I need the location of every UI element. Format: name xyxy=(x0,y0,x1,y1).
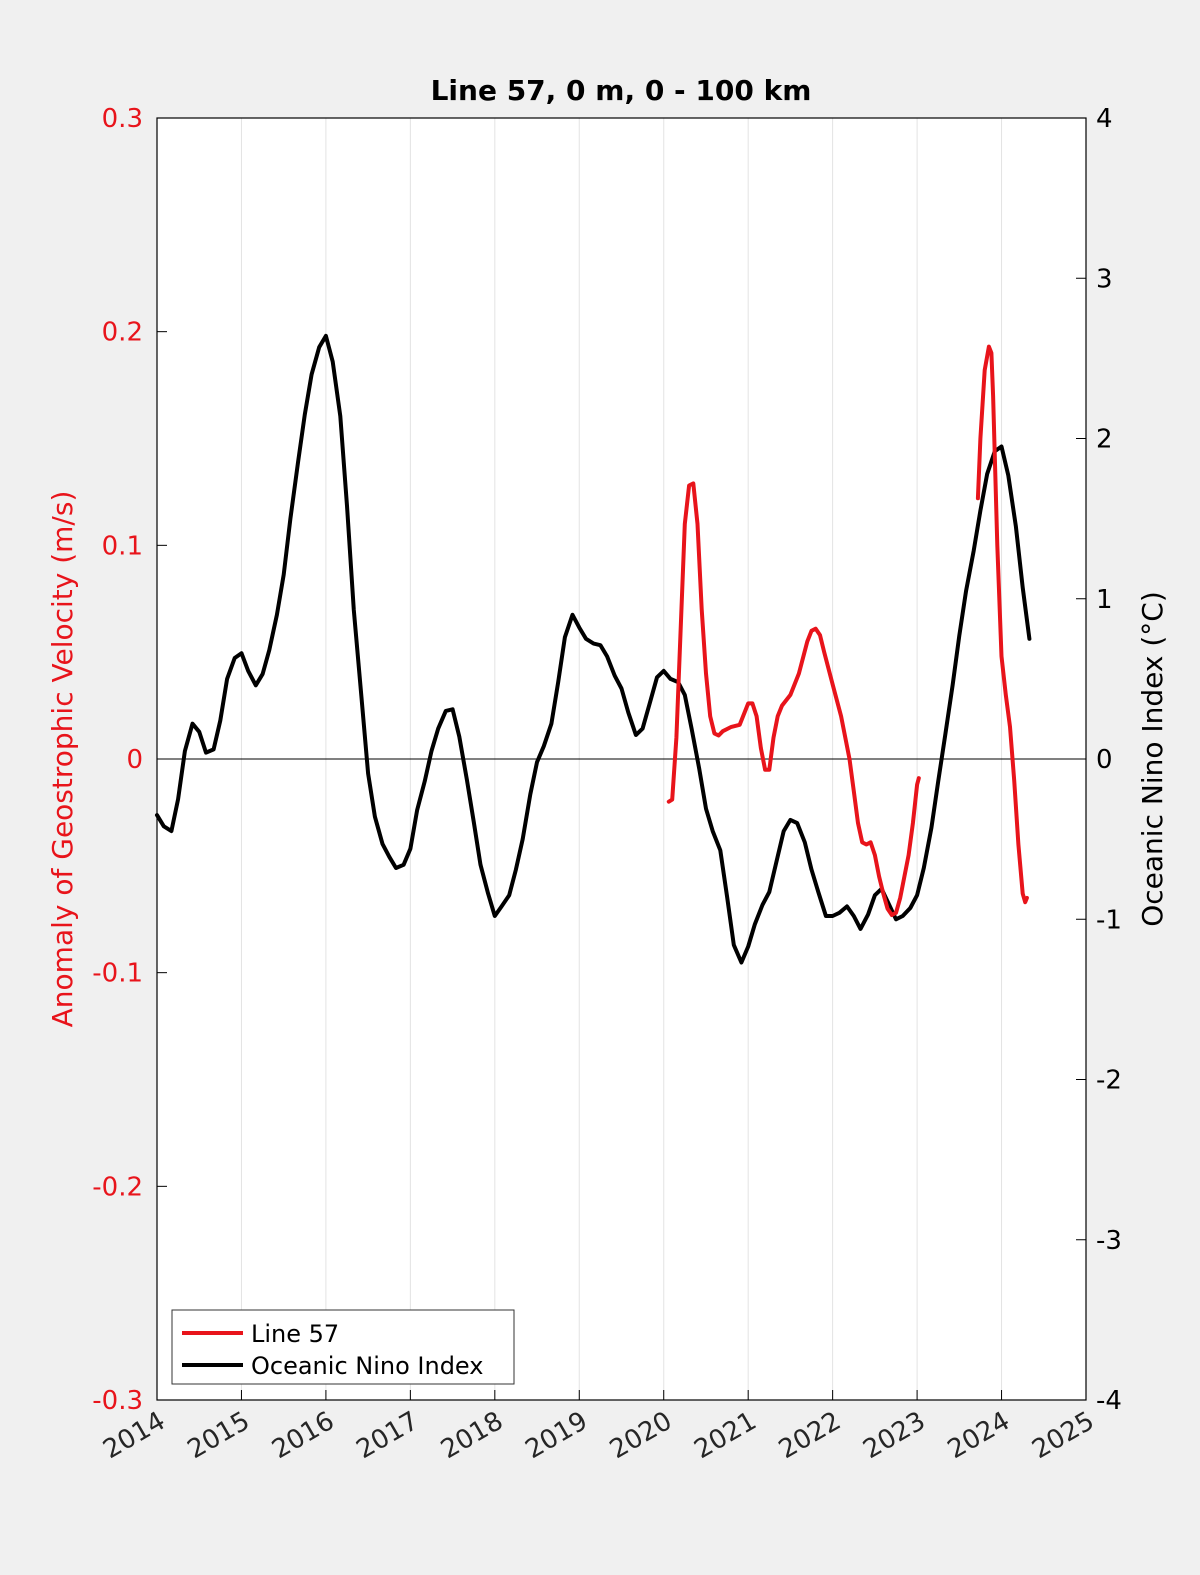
x-tick-label: 2018 xyxy=(436,1406,508,1465)
left-y-tick-label: -0.3 xyxy=(92,1386,143,1416)
x-tick-label: 2022 xyxy=(774,1406,846,1465)
legend-label-line-57: Line 57 xyxy=(251,1320,339,1348)
x-tick-label: 2016 xyxy=(267,1406,339,1465)
left-y-tick-label: -0.2 xyxy=(92,1172,143,1202)
right-y-tick-label: -3 xyxy=(1096,1226,1122,1256)
chart-title: Line 57, 0 m, 0 - 100 km xyxy=(431,74,812,107)
left-y-tick-label: 0.2 xyxy=(102,318,143,348)
left-y-tick-label: 0 xyxy=(126,745,143,775)
left-y-tick-label: 0.3 xyxy=(102,104,143,134)
right-y-tick-label: -1 xyxy=(1096,905,1122,935)
right-y-tick-label: 2 xyxy=(1096,425,1113,455)
x-tick-label: 2021 xyxy=(689,1406,761,1465)
tick-marks xyxy=(156,117,1087,1401)
legend-label-oni: Oceanic Nino Index xyxy=(251,1352,483,1380)
right-y-tick-label: -4 xyxy=(1096,1386,1122,1416)
series-layer xyxy=(155,333,1032,965)
series-line-line-57-segment-2 xyxy=(975,344,1029,905)
x-tick-label: 2024 xyxy=(943,1406,1015,1465)
x-tick-label: 2020 xyxy=(605,1406,677,1465)
right-axis-label: Oceanic Nino Index (°C) xyxy=(1136,591,1169,927)
right-y-tick-label: 4 xyxy=(1096,104,1113,134)
left-axis-label: Anomaly of Geostrophic Velocity (m/s) xyxy=(46,491,79,1028)
right-y-tick-label: 1 xyxy=(1096,585,1113,615)
left-y-tick-label: 0.1 xyxy=(102,531,143,561)
right-y-tick-label: 0 xyxy=(1096,745,1113,775)
x-tick-label: 2019 xyxy=(520,1406,592,1465)
x-tick-label: 2025 xyxy=(1027,1406,1099,1465)
legend-box xyxy=(171,1309,515,1385)
series-line-line-57-segment-1 xyxy=(666,481,921,917)
legend: Line 57 Oceanic Nino Index xyxy=(171,1309,515,1385)
x-tick-label: 2015 xyxy=(183,1406,255,1465)
x-tick-label: 2017 xyxy=(352,1406,424,1465)
left-y-tick-label: -0.1 xyxy=(92,959,143,989)
right-y-tick-label: -2 xyxy=(1096,1066,1122,1096)
right-y-tick-label: 3 xyxy=(1096,264,1113,294)
x-tick-label: 2023 xyxy=(858,1406,930,1465)
